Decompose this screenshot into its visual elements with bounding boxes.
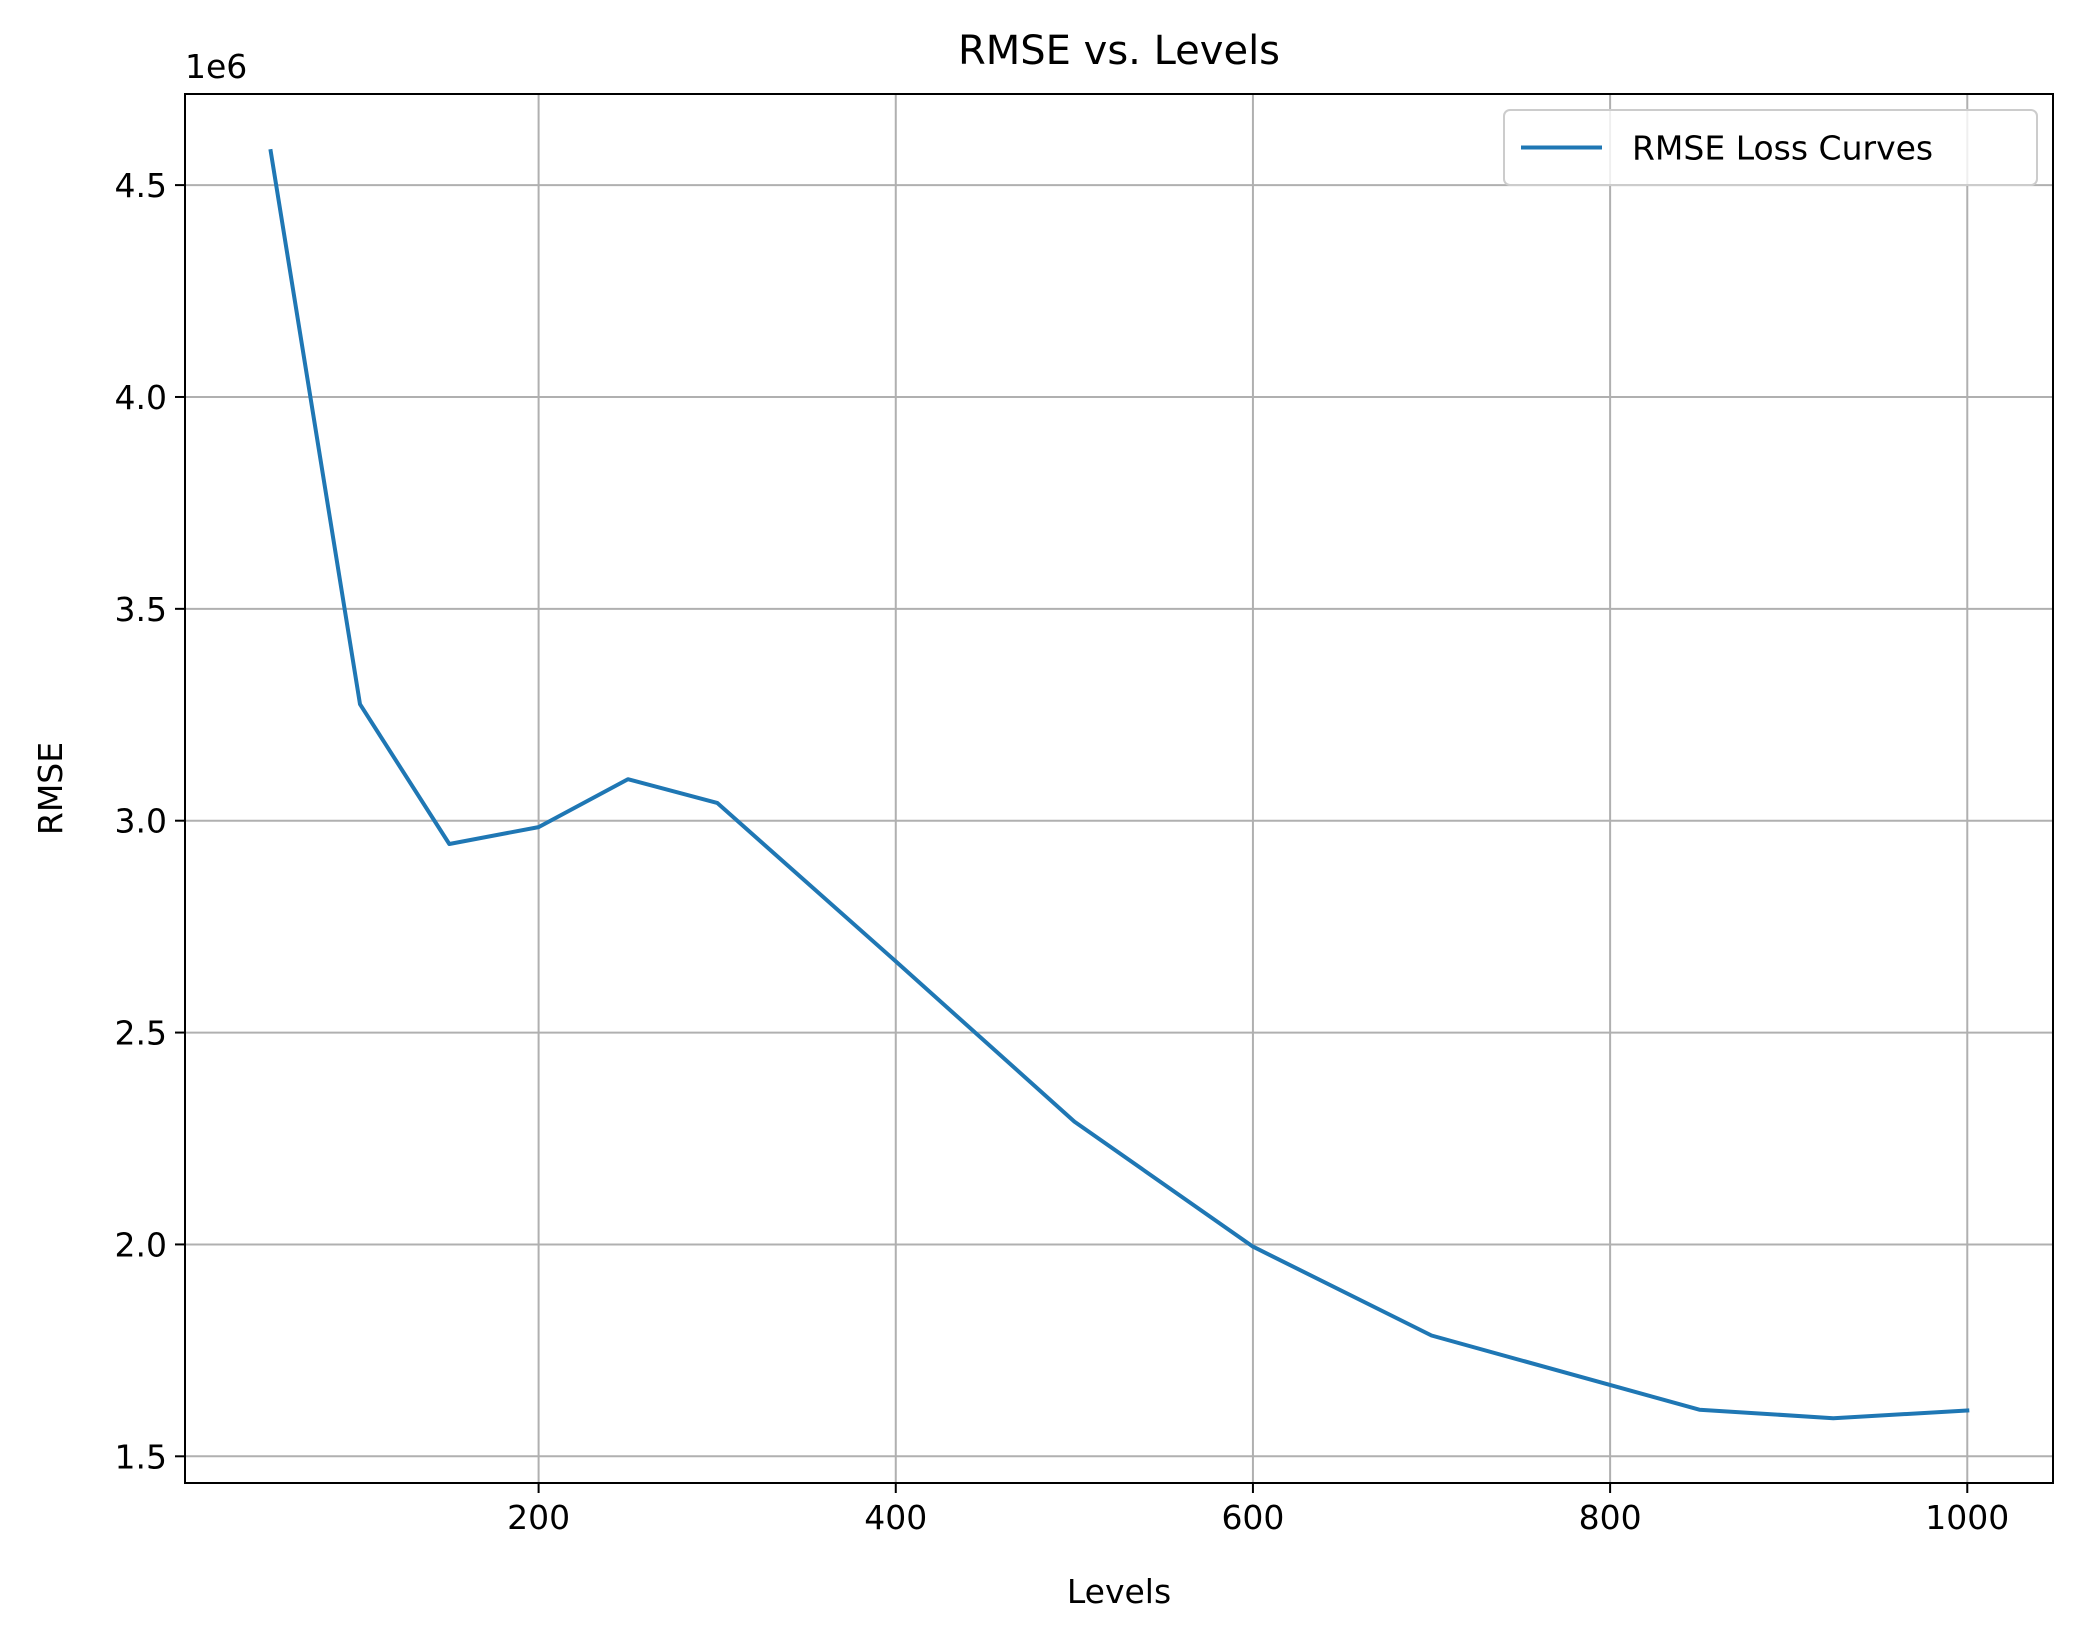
x-tick-label: 200	[507, 1498, 570, 1537]
series-line-0	[268, 148, 1970, 1421]
series-layer	[268, 148, 1970, 1421]
plot-frame	[184, 93, 2054, 1484]
y-tick-label: 3.5	[115, 590, 167, 629]
y-tick-label: 1.5	[115, 1437, 167, 1476]
y-tick-label: 4.5	[115, 166, 167, 205]
chart-title: RMSE vs. Levels	[958, 28, 1280, 74]
legend: RMSE Loss Curves	[1503, 109, 2038, 186]
x-tick-label: 1000	[1925, 1498, 2009, 1537]
legend-box	[1503, 109, 2038, 186]
x-tick-label: 800	[1579, 1498, 1642, 1537]
y-axis-ticks: 1.5 2.0 2.5 3.0 3.5 4.0 4.5	[115, 166, 185, 1476]
y-axis-offset-label: 1e6	[185, 47, 247, 86]
y-tick-label: 4.0	[115, 378, 167, 417]
y-tick-label: 2.0	[115, 1225, 167, 1264]
legend-label: RMSE Loss Curves	[1632, 129, 1933, 168]
x-axis-ticks: 200 400 600 800 1000	[507, 1483, 2009, 1537]
x-tick-label: 600	[1221, 1498, 1284, 1537]
x-tick-label: 400	[864, 1498, 927, 1537]
y-tick-label: 3.0	[115, 802, 167, 841]
y-axis-label: RMSE	[31, 742, 70, 835]
x-axis-label: Levels	[1067, 1572, 1171, 1611]
grid	[185, 94, 2053, 1483]
y-tick-label: 2.5	[115, 1014, 167, 1053]
